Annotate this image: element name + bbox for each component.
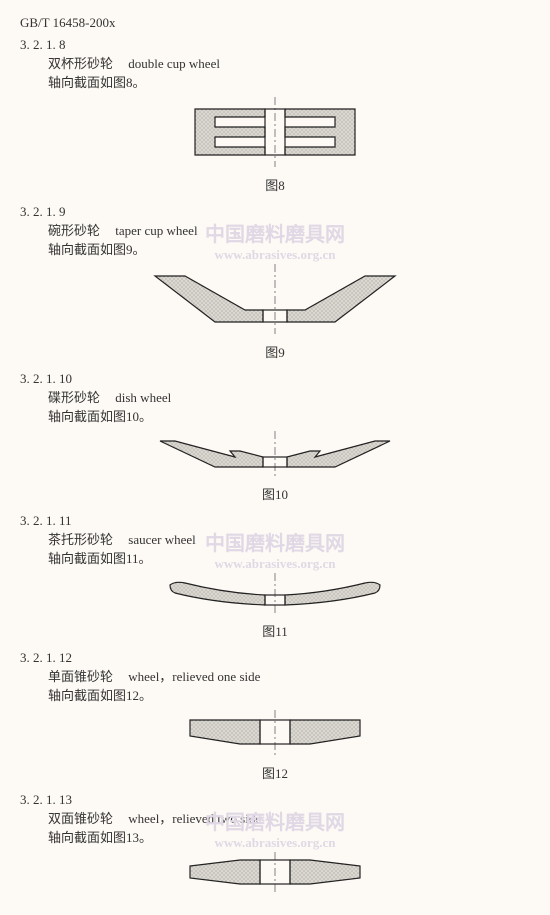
figure-caption: 图11 <box>20 621 530 640</box>
figure-9 <box>20 264 530 338</box>
section-3-2-1-8: 3. 2. 1. 8 双杯形砂轮 double cup wheel 轴向截面如图… <box>20 37 530 194</box>
figure-11 <box>20 573 530 617</box>
section-3-2-1-12: 3. 2. 1. 12 单面锥砂轮 wheel，relieved one sid… <box>20 650 530 782</box>
term-line: 单面锥砂轮 wheel，relieved one side <box>20 666 530 685</box>
figure-caption: 图12 <box>20 763 530 782</box>
section-number: 3. 2. 1. 11 <box>20 513 530 529</box>
term-desc: 轴向截面如图9。 <box>20 239 530 258</box>
term-en: wheel，relieved one side <box>128 669 260 684</box>
term-en: dish wheel <box>115 390 171 405</box>
term-line: 碗形砂轮 taper cup wheel 中国磨料磨具网 www.abrasiv… <box>20 220 530 239</box>
figure-caption: 图10 <box>20 484 530 503</box>
term-line: 茶托形砂轮 saucer wheel 中国磨料磨具网 www.abrasives… <box>20 529 530 548</box>
section-3-2-1-10: 3. 2. 1. 10 碟形砂轮 dish wheel 轴向截面如图10。 图1… <box>20 371 530 503</box>
standard-header: GB/T 16458-200x <box>20 15 530 31</box>
section-number: 3. 2. 1. 10 <box>20 371 530 387</box>
figure-caption: 图9 <box>20 342 530 361</box>
term-desc: 轴向截面如图11。 <box>20 548 530 567</box>
section-number: 3. 2. 1. 8 <box>20 37 530 53</box>
section-3-2-1-13: 3. 2. 1. 13 双面锥砂轮 wheel，relieved two sid… <box>20 792 530 896</box>
section-number: 3. 2. 1. 13 <box>20 792 530 808</box>
term-zh: 双面锥砂轮 <box>48 811 113 826</box>
term-zh: 双杯形砂轮 <box>48 56 113 71</box>
term-desc: 轴向截面如图10。 <box>20 406 530 425</box>
figure-caption: 图8 <box>20 175 530 194</box>
term-en: taper cup wheel <box>115 223 197 238</box>
term-desc: 轴向截面如图13。 <box>20 827 530 846</box>
term-line: 碟形砂轮 dish wheel <box>20 387 530 406</box>
figure-8 <box>20 97 530 171</box>
term-en: saucer wheel <box>128 532 196 547</box>
term-en: double cup wheel <box>128 56 220 71</box>
term-en: wheel，relieved two side <box>128 811 261 826</box>
term-zh: 碟形砂轮 <box>48 390 100 405</box>
figure-12 <box>20 710 530 759</box>
term-zh: 单面锥砂轮 <box>48 669 113 684</box>
term-zh: 茶托形砂轮 <box>48 532 113 547</box>
section-3-2-1-11: 3. 2. 1. 11 茶托形砂轮 saucer wheel 中国磨料磨具网 w… <box>20 513 530 640</box>
section-number: 3. 2. 1. 12 <box>20 650 530 666</box>
figure-10 <box>20 431 530 480</box>
term-desc: 轴向截面如图12。 <box>20 685 530 704</box>
figure-13 <box>20 852 530 896</box>
section-3-2-1-9: 3. 2. 1. 9 碗形砂轮 taper cup wheel 中国磨料磨具网 … <box>20 204 530 361</box>
term-line: 双杯形砂轮 double cup wheel <box>20 53 530 72</box>
term-zh: 碗形砂轮 <box>48 223 100 238</box>
section-number: 3. 2. 1. 9 <box>20 204 530 220</box>
term-line: 双面锥砂轮 wheel，relieved two side 中国磨料磨具网 ww… <box>20 808 530 827</box>
term-desc: 轴向截面如图8。 <box>20 72 530 91</box>
